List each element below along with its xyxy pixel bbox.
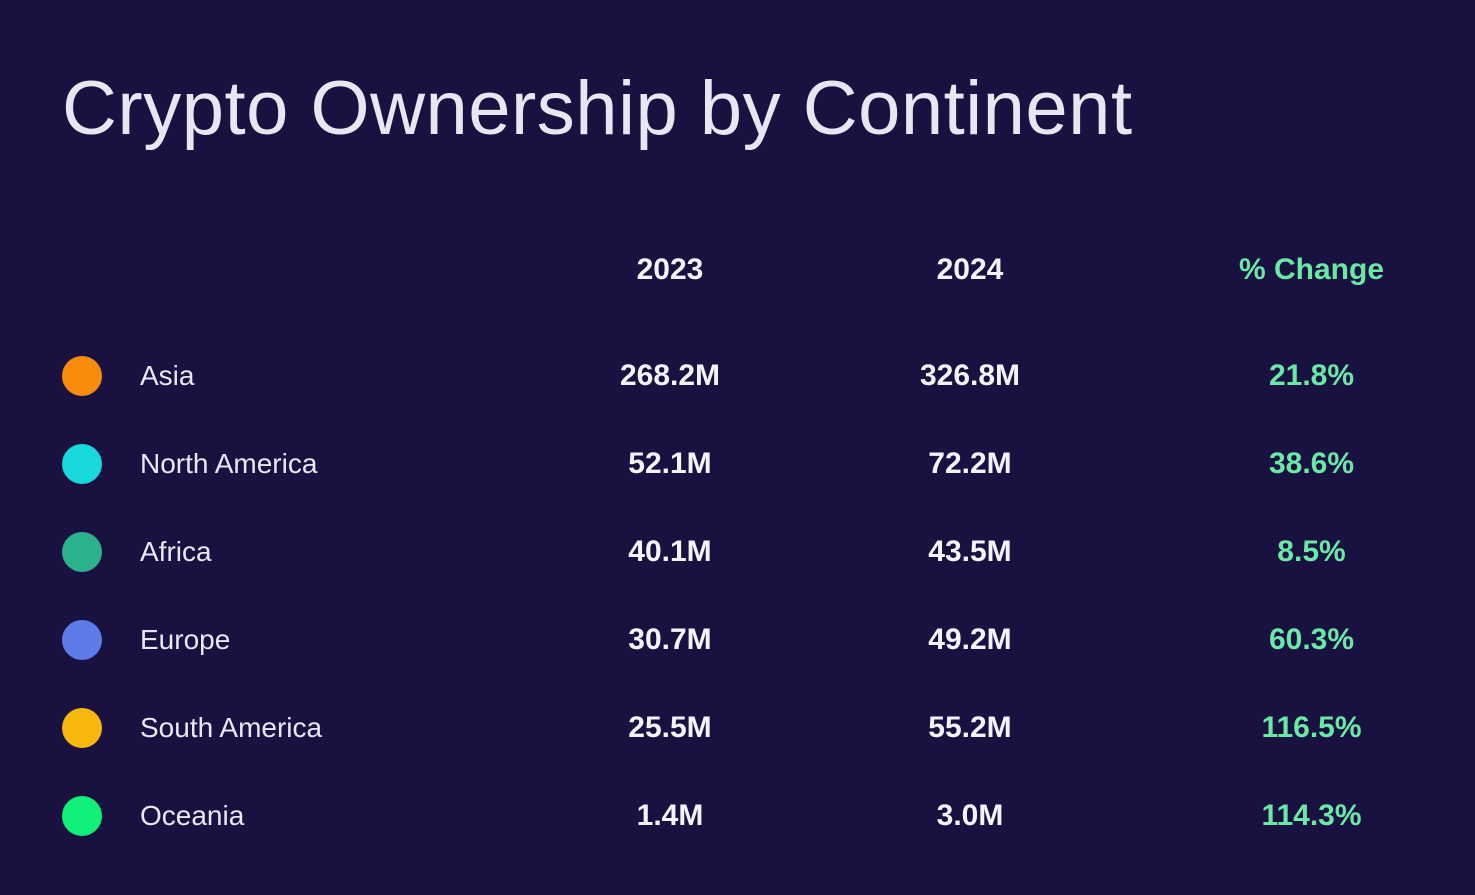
row-label: Oceania <box>140 800 245 831</box>
row-label: Africa <box>140 536 212 567</box>
row-label: Europe <box>140 624 231 655</box>
table-row-oceania: Oceania 1.4M 3.0M 114.3% <box>0 772 1475 860</box>
value-change: 21.8% <box>1268 359 1355 392</box>
table-header-row: 2023 2024 % Change <box>0 245 1475 295</box>
legend-dot-north-america <box>62 444 102 484</box>
column-header-2023: 2023 <box>636 253 704 286</box>
value-2023: 52.1M <box>628 447 712 480</box>
page-title: Crypto Ownership by Continent <box>62 65 1133 151</box>
column-header-2024: 2024 <box>936 253 1004 286</box>
legend-dot-south-america <box>62 708 102 748</box>
value-change: 114.3% <box>1261 799 1362 832</box>
table-row-africa: Africa 40.1M 43.5M 8.5% <box>0 508 1475 596</box>
table-body: Asia 268.2M 326.8M 21.8% North America 5… <box>0 332 1475 860</box>
row-label-cell: Africa <box>0 532 520 572</box>
legend-dot-africa <box>62 532 102 572</box>
value-change: 38.6% <box>1268 447 1355 480</box>
row-label: North America <box>140 448 318 479</box>
value-change: 116.5% <box>1261 711 1362 744</box>
value-2023: 1.4M <box>636 799 704 832</box>
value-change: 60.3% <box>1268 623 1355 656</box>
legend-dot-oceania <box>62 796 102 836</box>
value-change: 8.5% <box>1277 535 1346 568</box>
table-row-north-america: North America 52.1M 72.2M 38.6% <box>0 420 1475 508</box>
value-2024: 49.2M <box>928 623 1012 656</box>
legend-dot-asia <box>62 356 102 396</box>
value-2024: 43.5M <box>928 535 1012 568</box>
row-label-cell: Asia <box>0 356 520 396</box>
row-label-cell: Europe <box>0 620 520 660</box>
value-2024: 326.8M <box>919 359 1021 392</box>
column-header-change: % Change <box>1238 253 1385 286</box>
row-label-cell: Oceania <box>0 796 520 836</box>
legend-dot-europe <box>62 620 102 660</box>
row-label-cell: South America <box>0 708 520 748</box>
value-2024: 72.2M <box>928 447 1012 480</box>
value-2023: 268.2M <box>619 359 721 392</box>
value-2023: 30.7M <box>628 623 712 656</box>
value-2023: 40.1M <box>628 535 712 568</box>
table-row-asia: Asia 268.2M 326.8M 21.8% <box>0 332 1475 420</box>
row-label: Asia <box>140 360 195 391</box>
value-2023: 25.5M <box>628 711 712 744</box>
value-2024: 55.2M <box>928 711 1012 744</box>
table-row-south-america: South America 25.5M 55.2M 116.5% <box>0 684 1475 772</box>
table-row-europe: Europe 30.7M 49.2M 60.3% <box>0 596 1475 684</box>
value-2024: 3.0M <box>936 799 1004 832</box>
row-label-cell: North America <box>0 444 520 484</box>
row-label: South America <box>140 712 323 743</box>
